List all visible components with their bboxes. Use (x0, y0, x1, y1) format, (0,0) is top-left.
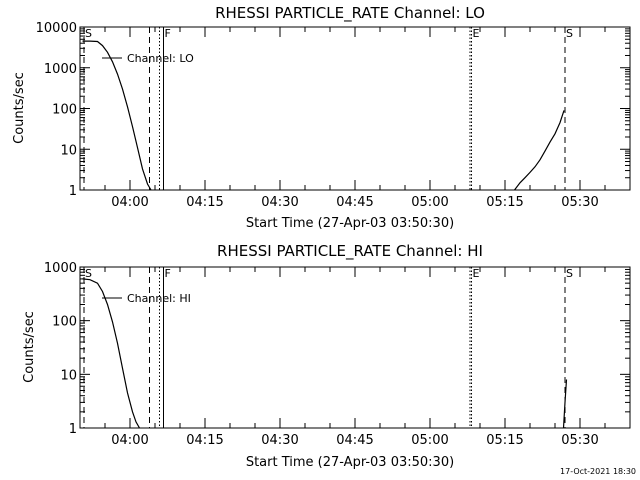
y-tick-label: 100 (52, 315, 77, 330)
series-line-segment-0 (82, 278, 141, 429)
y-tick-label: 100 (52, 103, 77, 118)
panel-hi-frame (79, 266, 631, 429)
series-line-segment-0 (82, 40, 152, 191)
flag-label-e-2: E (473, 267, 480, 280)
flag-label-s-0: S (85, 27, 92, 40)
panel-lo: RHESSI PARTICLE_RATE Channel: LO Start T… (12, 4, 631, 231)
flag-label-s-3: S (566, 267, 573, 280)
x-tick-label: 04:30 (261, 195, 298, 210)
y-tick-label: 1 (69, 422, 77, 437)
y-tick-label: 10000 (36, 21, 77, 36)
flag-label-s-3: S (566, 27, 573, 40)
panel-lo-legend-label: Channel: LO (127, 52, 194, 65)
panel-hi-axis-ticks: 1 10 100 1000 04:00 04:15 04:30 04:45 05:00 05:15… (44, 261, 631, 448)
panel-lo-title: RHESSI PARTICLE_RATE Channel: LO (215, 4, 485, 23)
x-tick-label: 05:00 (411, 433, 448, 448)
y-tick-label: 1000 (44, 62, 77, 77)
panel-lo-series (82, 40, 565, 191)
flag-label-e-2: E (473, 27, 480, 40)
y-tick-label: 10 (60, 368, 77, 383)
panel-lo-frame (79, 26, 631, 191)
panel-hi-ylabel: Counts/sec (22, 311, 37, 383)
x-tick-label: 04:15 (186, 433, 223, 448)
panel-lo-axis-ticks: 1 10 100 1000 10000 04:00 04:15 04:30 04:45 05:00… (36, 21, 631, 210)
x-tick-label: 04:00 (111, 433, 148, 448)
y-tick-label: 1000 (44, 261, 77, 276)
x-tick-label: 05:15 (486, 433, 523, 448)
panel-lo-xlabel: Start Time (27-Apr-03 03:50:30) (246, 216, 454, 231)
x-tick-label: 05:15 (486, 195, 523, 210)
flag-label-f-1: F (165, 267, 171, 280)
series-line-segment-1 (514, 110, 565, 191)
panel-hi-title: RHESSI PARTICLE_RATE Channel: HI (217, 242, 483, 261)
y-tick-label: 10 (60, 143, 77, 158)
y-tick-label: 1 (69, 184, 77, 199)
panel-hi-series (82, 278, 568, 429)
panel-hi: RHESSI PARTICLE_RATE Channel: HI Start T… (22, 242, 631, 470)
x-tick-label: 04:45 (336, 195, 373, 210)
x-tick-label: 05:30 (561, 195, 598, 210)
series-line-segment-1 (562, 379, 568, 429)
flag-label-s-0: S (85, 267, 92, 280)
flag-label-f-1: F (165, 27, 171, 40)
footer-timestamp: 17-Oct-2021 18:30 (560, 467, 636, 476)
x-tick-label: 04:15 (186, 195, 223, 210)
x-tick-label: 05:30 (561, 433, 598, 448)
panel-lo-ylabel: Counts/sec (12, 72, 27, 144)
panel-hi-xlabel: Start Time (27-Apr-03 03:50:30) (246, 455, 454, 470)
x-tick-label: 04:30 (261, 433, 298, 448)
panel-hi-legend-label: Channel: HI (127, 292, 191, 305)
x-tick-label: 04:00 (111, 195, 148, 210)
x-tick-label: 04:45 (336, 433, 373, 448)
x-tick-label: 05:00 (411, 195, 448, 210)
